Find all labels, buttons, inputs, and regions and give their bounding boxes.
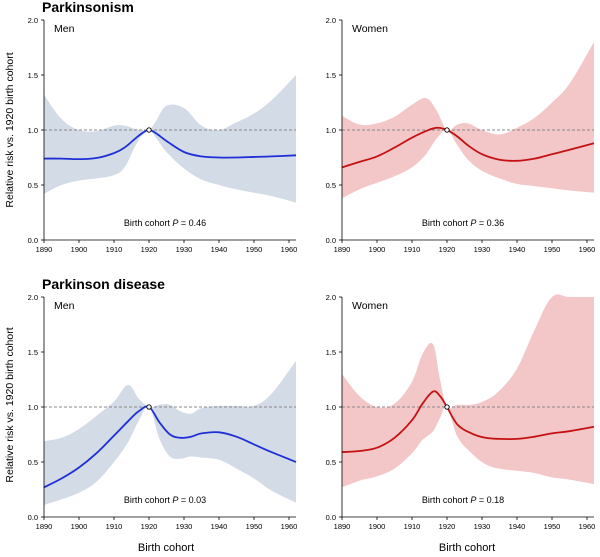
x-tick-label: 1900	[369, 522, 386, 531]
estimate-line	[341, 390, 595, 453]
estimate-line	[43, 129, 297, 161]
y-tick-label: 0.0	[28, 236, 38, 245]
p-value-annotation: Birth cohort P = 0.46	[124, 218, 206, 228]
x-tick-label: 1960	[579, 245, 596, 254]
x-tick-label: 1930	[474, 522, 491, 531]
x-tick-label: 1940	[509, 522, 526, 531]
panel-label: Men	[54, 23, 75, 35]
x-tick-label: 1900	[369, 245, 386, 254]
y-tick-label: 0.0	[326, 236, 336, 245]
x-tick-label: 1930	[474, 245, 491, 254]
y-tick-label: 0.0	[326, 513, 336, 522]
x-tick-label: 1960	[579, 522, 596, 531]
x-tick-label: 1890	[334, 522, 351, 531]
x-tick-label: 1890	[36, 245, 53, 254]
y-tick-label: 0.5	[326, 181, 336, 190]
x-tick-label: 1950	[246, 245, 263, 254]
y-tick-label: 0.0	[28, 513, 38, 522]
y-tick-label: 0.5	[28, 181, 38, 190]
estimate-line	[43, 405, 297, 489]
reference-point-marker	[444, 404, 450, 410]
confidence-band	[342, 42, 594, 199]
x-tick-label: 1940	[211, 522, 228, 531]
reference-point-marker	[444, 127, 450, 133]
y-tick-label: 1.5	[326, 71, 336, 80]
p-value-annotation: Birth cohort P = 0.36	[422, 218, 504, 228]
panel-label: Men	[54, 300, 75, 312]
p-value-annotation: Birth cohort P = 0.03	[124, 495, 206, 505]
y-tick-label: 2.0	[326, 293, 336, 302]
chart-panel-2: 0.0 0.5 1.0 1.5 2.0 1890 1900 1910 1920 1930 1940 1…	[326, 16, 596, 254]
x-tick-label: 1920	[439, 245, 456, 254]
x-tick-label: 1950	[544, 522, 561, 531]
x-tick-label: 1960	[281, 522, 298, 531]
y-tick-label: 2.0	[28, 16, 38, 25]
y-tick-label: 1.5	[28, 348, 38, 357]
x-tick-label: 1960	[281, 245, 298, 254]
x-tick-label: 1940	[211, 245, 228, 254]
reference-point-marker	[146, 404, 152, 410]
y-tick-label: 2.0	[326, 16, 336, 25]
chart-panel-4: 0.0 0.5 1.0 1.5 2.0 1890 1900 1910 1920 1930 1940 1…	[326, 293, 596, 531]
y-tick-label: 0.5	[326, 458, 336, 467]
y-tick-label: 1.0	[28, 126, 38, 135]
estimate-line	[341, 126, 595, 169]
x-tick-label: 1920	[439, 522, 456, 531]
x-tick-label: 1890	[334, 245, 351, 254]
x-tick-label: 1910	[404, 522, 421, 531]
x-tick-label: 1930	[176, 522, 193, 531]
x-tick-label: 1920	[141, 245, 158, 254]
x-tick-label: 1920	[141, 522, 158, 531]
section-title: Parkinsonism	[42, 0, 134, 15]
p-value-annotation: Birth cohort P = 0.18	[422, 495, 504, 505]
panel-label: Women	[352, 23, 388, 35]
section-title: Parkinson disease	[42, 276, 165, 292]
y-axis-label-top: Relative risk vs. 1920 birth cohort	[4, 52, 16, 207]
x-axis-label-left: Birth cohort	[138, 542, 194, 554]
chart-panel-1: 0.0 0.5 1.0 1.5 2.0 1890 1900 1910 1920 1930 1940 1…	[28, 0, 298, 254]
x-tick-label: 1950	[544, 245, 561, 254]
y-tick-label: 1.5	[28, 71, 38, 80]
y-tick-label: 2.0	[28, 293, 38, 302]
x-tick-label: 1910	[106, 245, 123, 254]
confidence-band	[342, 294, 594, 488]
y-tick-label: 1.0	[326, 126, 336, 135]
confidence-band	[44, 360, 296, 505]
x-tick-label: 1900	[71, 245, 88, 254]
y-tick-label: 1.0	[28, 403, 38, 412]
reference-point-marker	[146, 127, 152, 133]
x-tick-label: 1900	[71, 522, 88, 531]
y-tick-label: 1.5	[326, 348, 336, 357]
y-tick-label: 1.0	[326, 403, 336, 412]
x-tick-label: 1950	[246, 522, 263, 531]
confidence-band	[44, 75, 296, 203]
y-tick-label: 0.5	[28, 458, 38, 467]
y-axis-label-bottom: Relative risk vs. 1920 birth cohort	[4, 327, 16, 482]
x-axis-label-right: Birth cohort	[439, 542, 495, 554]
x-tick-label: 1910	[404, 245, 421, 254]
x-tick-label: 1910	[106, 522, 123, 531]
x-tick-label: 1930	[176, 245, 193, 254]
x-tick-label: 1890	[36, 522, 53, 531]
panel-label: Women	[352, 300, 388, 312]
x-tick-label: 1940	[509, 245, 526, 254]
chart-panel-3: 0.0 0.5 1.0 1.5 2.0 1890 1900 1910 1920 1930 1940 1…	[28, 276, 298, 531]
